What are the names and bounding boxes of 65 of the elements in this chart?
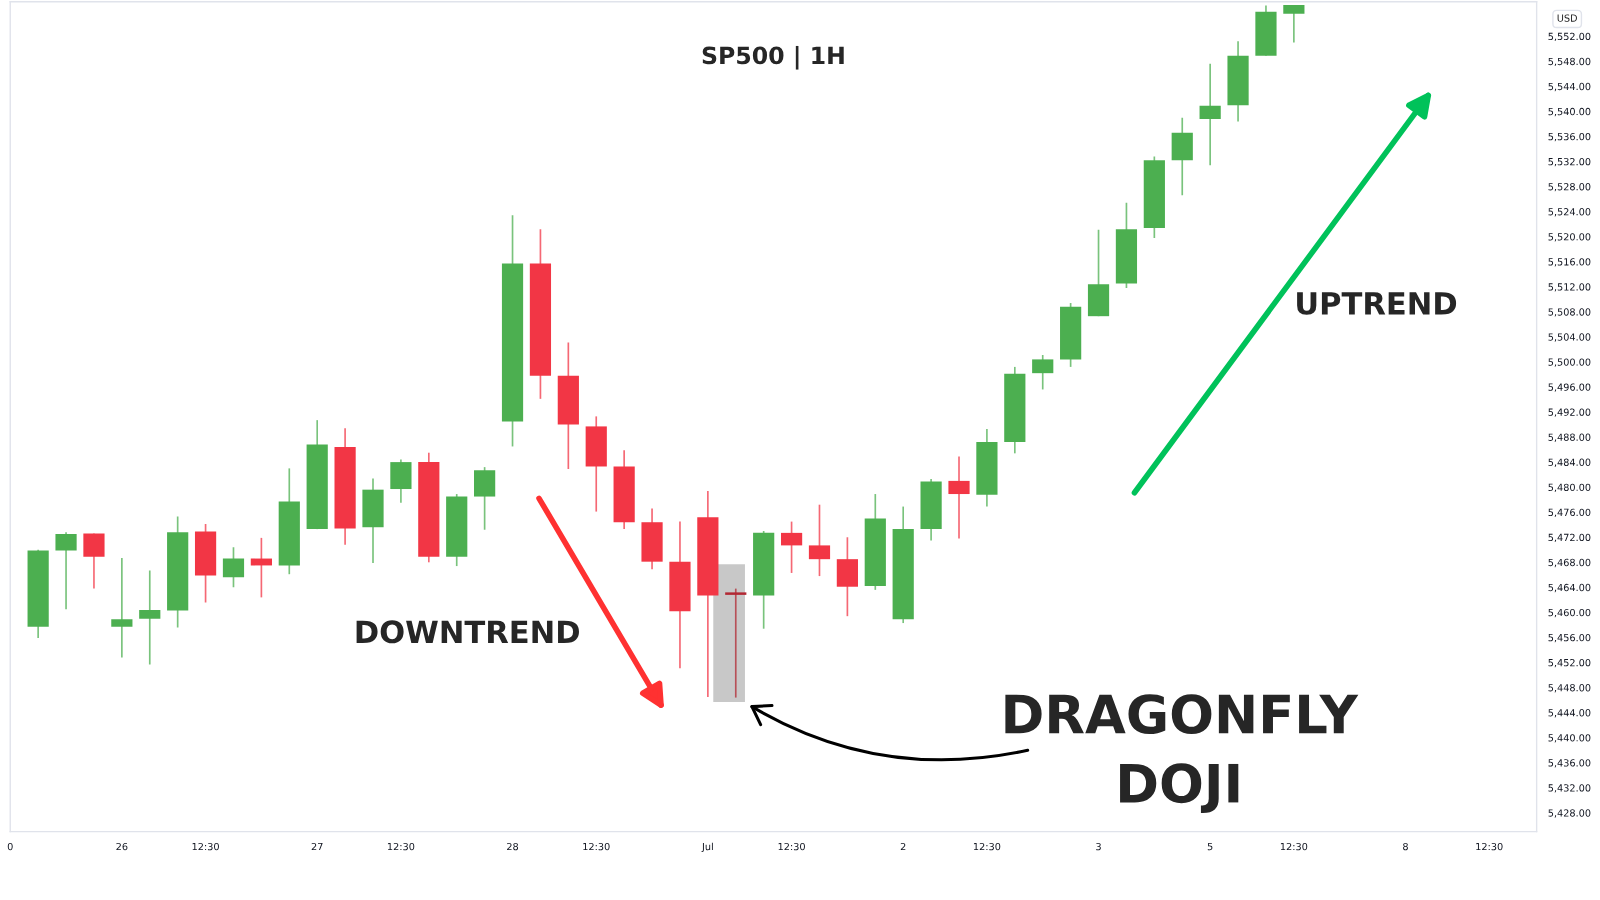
y-axis-title: USD bbox=[1557, 14, 1577, 22]
y-tick-label: 5,544.00 bbox=[1548, 82, 1591, 92]
y-tick-label: 5,472.00 bbox=[1548, 533, 1591, 543]
y-tick-label: 5,500.00 bbox=[1548, 358, 1591, 367]
annotation: UPTREND bbox=[1297, 292, 1457, 315]
y-tick-label: 5,452.00 bbox=[1548, 658, 1591, 668]
x-tick-label: 27 bbox=[311, 842, 323, 851]
y-tick-label: 5,504.00 bbox=[1548, 333, 1591, 342]
x-tick-label: 12:30 bbox=[387, 842, 415, 851]
x-tick-label: 26 bbox=[116, 842, 128, 851]
x-tick-label: 28 bbox=[507, 842, 519, 851]
y-tick-label: 5,488.00 bbox=[1548, 433, 1591, 442]
candlestick bbox=[222, 546, 245, 589]
candlestick bbox=[55, 531, 77, 611]
y-tick-label: 5,536.00 bbox=[1548, 132, 1591, 142]
y-tick-label: 5,532.00 bbox=[1548, 157, 1591, 167]
x-tick-label: 0 bbox=[7, 842, 13, 851]
x-tick-label: 12:30 bbox=[192, 842, 219, 851]
y-tick-label: 5,436.00 bbox=[1548, 759, 1591, 768]
candlestick bbox=[111, 557, 133, 659]
candlestick bbox=[1032, 354, 1054, 391]
y-tick-label: 5,480.00 bbox=[1548, 483, 1591, 492]
y-tick-label: 5,444.00 bbox=[1548, 709, 1591, 718]
x-tick-label: 12:30 bbox=[1476, 842, 1503, 851]
x-tick-label: 8 bbox=[1403, 842, 1408, 851]
y-tick-label: 5,524.00 bbox=[1548, 208, 1591, 217]
y-tick-label: 5,460.00 bbox=[1548, 608, 1591, 618]
y-tick-label: 5,448.00 bbox=[1548, 684, 1591, 693]
y-tick-label: 5,492.00 bbox=[1548, 408, 1591, 417]
y-tick-label: 5,468.00 bbox=[1548, 558, 1591, 568]
y-tick-label: 5,464.00 bbox=[1548, 583, 1591, 593]
annotation: DRAGONFLY DOJI bbox=[1005, 694, 1359, 813]
y-tick-label: 5,520.00 bbox=[1548, 233, 1591, 242]
y-tick-label: 5,484.00 bbox=[1548, 458, 1591, 467]
y-tick-label: 5,516.00 bbox=[1548, 258, 1591, 267]
candlestick bbox=[808, 503, 831, 577]
x-tick-label: Jul bbox=[701, 842, 713, 853]
candlestick bbox=[139, 569, 161, 666]
annotation: DOWNTREND bbox=[356, 620, 579, 644]
candlestick bbox=[948, 455, 970, 540]
x-tick-label: 12:30 bbox=[973, 842, 1001, 851]
y-tick-label: 5,508.00 bbox=[1548, 308, 1591, 317]
y-tick-label: 5,440.00 bbox=[1548, 734, 1591, 743]
candlestick bbox=[725, 587, 747, 699]
y-tick-label: 5,476.00 bbox=[1548, 508, 1591, 518]
candlestick bbox=[83, 532, 105, 590]
x-tick-label: 12:30 bbox=[583, 842, 610, 851]
y-tick-label: 5,456.00 bbox=[1548, 633, 1591, 643]
y-tick-label: 5,528.00 bbox=[1548, 183, 1591, 192]
candlestick bbox=[780, 520, 803, 574]
x-tick-label: 5 bbox=[1207, 843, 1213, 851]
y-tick-label: 5,540.00 bbox=[1548, 107, 1591, 117]
x-tick-label: 12:30 bbox=[778, 842, 805, 851]
x-tick-label: 3 bbox=[1096, 842, 1101, 851]
y-tick-label: 5,512.00 bbox=[1548, 283, 1591, 292]
candlestick bbox=[1199, 62, 1221, 167]
y-tick-label: 5,432.00 bbox=[1548, 784, 1591, 793]
x-tick-label: 12:30 bbox=[1280, 842, 1308, 851]
candlestick bbox=[1283, 4, 1305, 44]
y-tick-label: 5,548.00 bbox=[1548, 57, 1591, 67]
y-tick-label: 5,428.00 bbox=[1548, 809, 1591, 818]
y-tick-label: 5,552.00 bbox=[1548, 32, 1591, 42]
text: SP500 | 1H bbox=[702, 45, 844, 70]
y-tick-label: 5,496.00 bbox=[1548, 383, 1591, 392]
x-tick-label: 2 bbox=[900, 842, 906, 851]
